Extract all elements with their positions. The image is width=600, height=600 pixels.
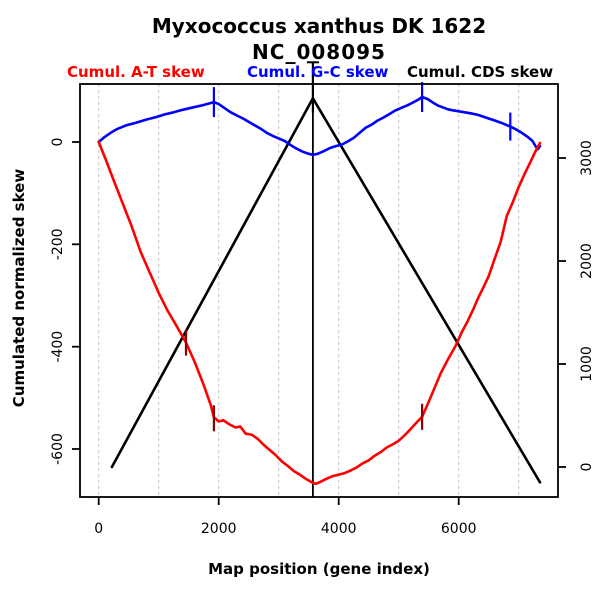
- x-axis-label: Map position (gene index): [208, 560, 430, 578]
- series-cumul-g-c-skew: [97, 95, 542, 157]
- x-tick-label: 2000: [201, 521, 237, 537]
- left-tick-label: -200: [50, 228, 66, 260]
- series-cumul-a-t-skew: [97, 140, 542, 486]
- left-tick-label: -400: [50, 331, 66, 363]
- left-tick-label: -600: [50, 433, 66, 465]
- legend-gc-skew: Cumul. G-C skew: [247, 63, 389, 81]
- series-cumul-cds-skew: [110, 97, 542, 484]
- x-tick-label: 4000: [321, 521, 357, 537]
- chart-subtitle: NC_008095: [252, 40, 386, 64]
- legend-cds-skew: Cumul. CDS skew: [407, 63, 554, 81]
- legend-at-skew: Cumul. A-T skew: [67, 63, 205, 81]
- left-tick-label: 0: [50, 138, 66, 147]
- x-tick-label: 6000: [441, 521, 477, 537]
- right-tick-label: 3000: [579, 140, 595, 176]
- x-tick-label: 0: [94, 521, 103, 537]
- y-axis-label: Cumulated normalized skew: [10, 168, 28, 408]
- chart-title: Myxococcus xanthus DK 1622: [151, 14, 487, 38]
- right-tick-label: 1000: [579, 346, 595, 382]
- right-tick-label: 2000: [579, 243, 595, 279]
- right-tick-label: 0: [579, 463, 595, 472]
- plot-border: [79, 83, 559, 498]
